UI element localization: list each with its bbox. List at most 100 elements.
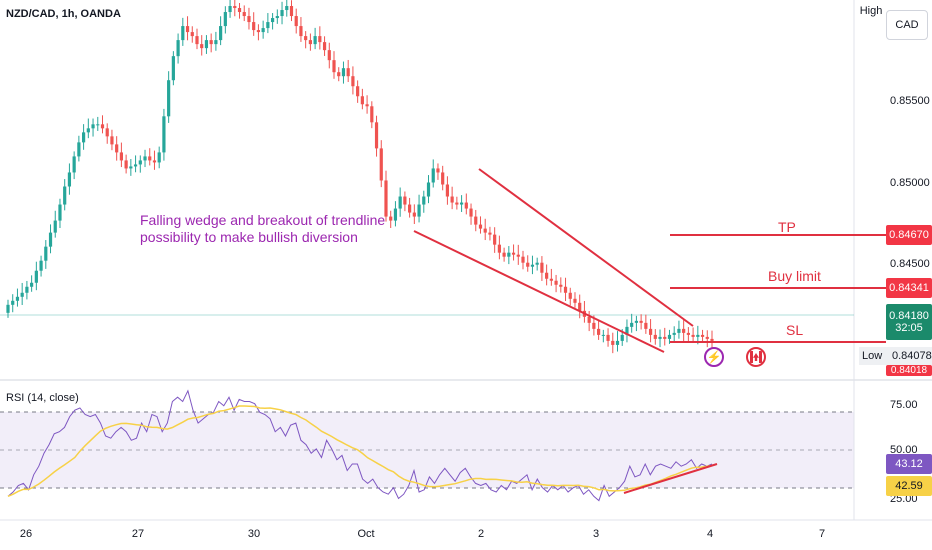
candle-body [360,96,364,105]
candle-body [700,334,705,337]
candle-body [152,160,157,163]
candle-body [39,260,43,271]
candle-body [167,80,171,117]
candle-body [384,180,388,217]
candle-body [672,332,676,335]
candle-body [138,160,142,165]
candle-body [507,252,511,257]
x-tick-label: 30 [248,528,260,540]
candle-body [644,322,648,329]
candle-body [653,334,657,339]
candle-body [30,282,34,287]
candle-body [578,302,582,311]
candle-body [304,36,308,41]
last-price-tag: 0.84180 32:05 [886,304,932,340]
candle-body [417,204,421,217]
candle-body [455,202,459,205]
candle-body [459,202,464,205]
falling-wedge [413,168,694,353]
candle-body [431,168,435,183]
candle-body [379,148,383,181]
candle-body [526,262,530,267]
x-tick-label: Oct [357,528,374,540]
low-box: Low 0.84078 [859,347,932,365]
candle-body [545,272,549,279]
candle-body [124,160,128,169]
low-label: Low [862,350,883,362]
candle-body [705,336,709,339]
analysis-note: Falling wedge and breakout of trendline … [140,212,385,246]
candle-body [15,296,20,301]
candle-body [436,168,440,173]
candle-body [535,262,539,265]
candle-body [44,246,48,261]
candle-body [403,196,407,205]
candle-body [502,252,506,257]
candle-body [275,16,279,19]
candle-body [6,304,10,313]
candle-body [356,86,360,97]
candle-body [615,340,620,345]
candle-body [91,124,95,129]
high-label: High [859,5,883,17]
y-tick-label: 0.85500 [890,95,930,107]
candle-body [488,232,492,235]
rsi-divergence-line [623,463,718,494]
tp-price-tag: 0.84670 [886,225,932,245]
candle-body [549,278,553,281]
candle-body [86,128,90,133]
low-price: 0.84078 [892,350,932,362]
candle-body [261,28,265,33]
candle-body [228,6,232,13]
rsi-title: RSI (14, close) [6,392,79,404]
candle-body [171,56,175,81]
candle-body [611,340,615,345]
candle-body [351,76,355,87]
rsi-tick-label: 25.00 [890,493,918,505]
candle-body [133,164,138,167]
candle-body [445,184,450,197]
candle-body [270,18,275,23]
candle-body [332,60,336,73]
candle-body [223,12,227,27]
candle-body [313,36,317,45]
candle-body [412,212,416,217]
y-tick-label: 0.85000 [890,177,930,189]
rsi-tick-label: 75.00 [890,399,918,411]
candle-body [285,6,289,11]
candle-body [181,26,185,41]
candle-body [294,16,298,27]
canada-flag-icon[interactable] [746,347,766,367]
wedge-lower-line [413,230,665,353]
buy-limit-label: Buy limit [768,268,821,284]
candle-body [299,26,303,37]
candle-body [464,202,468,209]
candle-body [620,334,624,341]
candle-body [58,204,62,221]
candle-body [190,32,194,37]
candle-body [469,208,473,217]
candle-body [176,40,180,57]
currency-button[interactable]: CAD [886,10,928,40]
candle-body [110,136,114,145]
candle-body [426,182,431,197]
candle-body [521,256,525,263]
candle-body [365,104,369,107]
rsi-value-tag: 43.12 [886,454,932,474]
candle-body [559,284,563,287]
buy-limit-price-tag: 0.84341 [886,278,932,298]
candle-body [100,124,105,129]
candle-body [20,292,24,297]
candle-body [497,244,501,253]
candle-body [346,68,350,77]
level-lines [670,234,886,343]
candle-body [204,40,209,49]
candle-body [648,328,653,335]
lightning-event-icon[interactable]: ⚡ [704,347,724,367]
candle-body [53,220,57,233]
candles-group [6,0,714,354]
candle-body [77,142,81,157]
candle-body [289,6,294,17]
candle-body [682,328,686,333]
